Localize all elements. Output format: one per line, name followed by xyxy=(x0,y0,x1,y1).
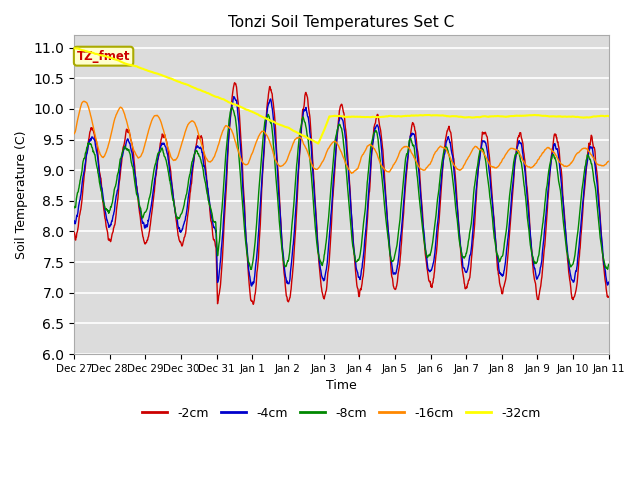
Text: TZ_fmet: TZ_fmet xyxy=(77,49,131,63)
Y-axis label: Soil Temperature (C): Soil Temperature (C) xyxy=(15,131,28,259)
Legend: -2cm, -4cm, -8cm, -16cm, -32cm: -2cm, -4cm, -8cm, -16cm, -32cm xyxy=(137,402,546,425)
X-axis label: Time: Time xyxy=(326,379,357,392)
Title: Tonzi Soil Temperatures Set C: Tonzi Soil Temperatures Set C xyxy=(228,15,454,30)
